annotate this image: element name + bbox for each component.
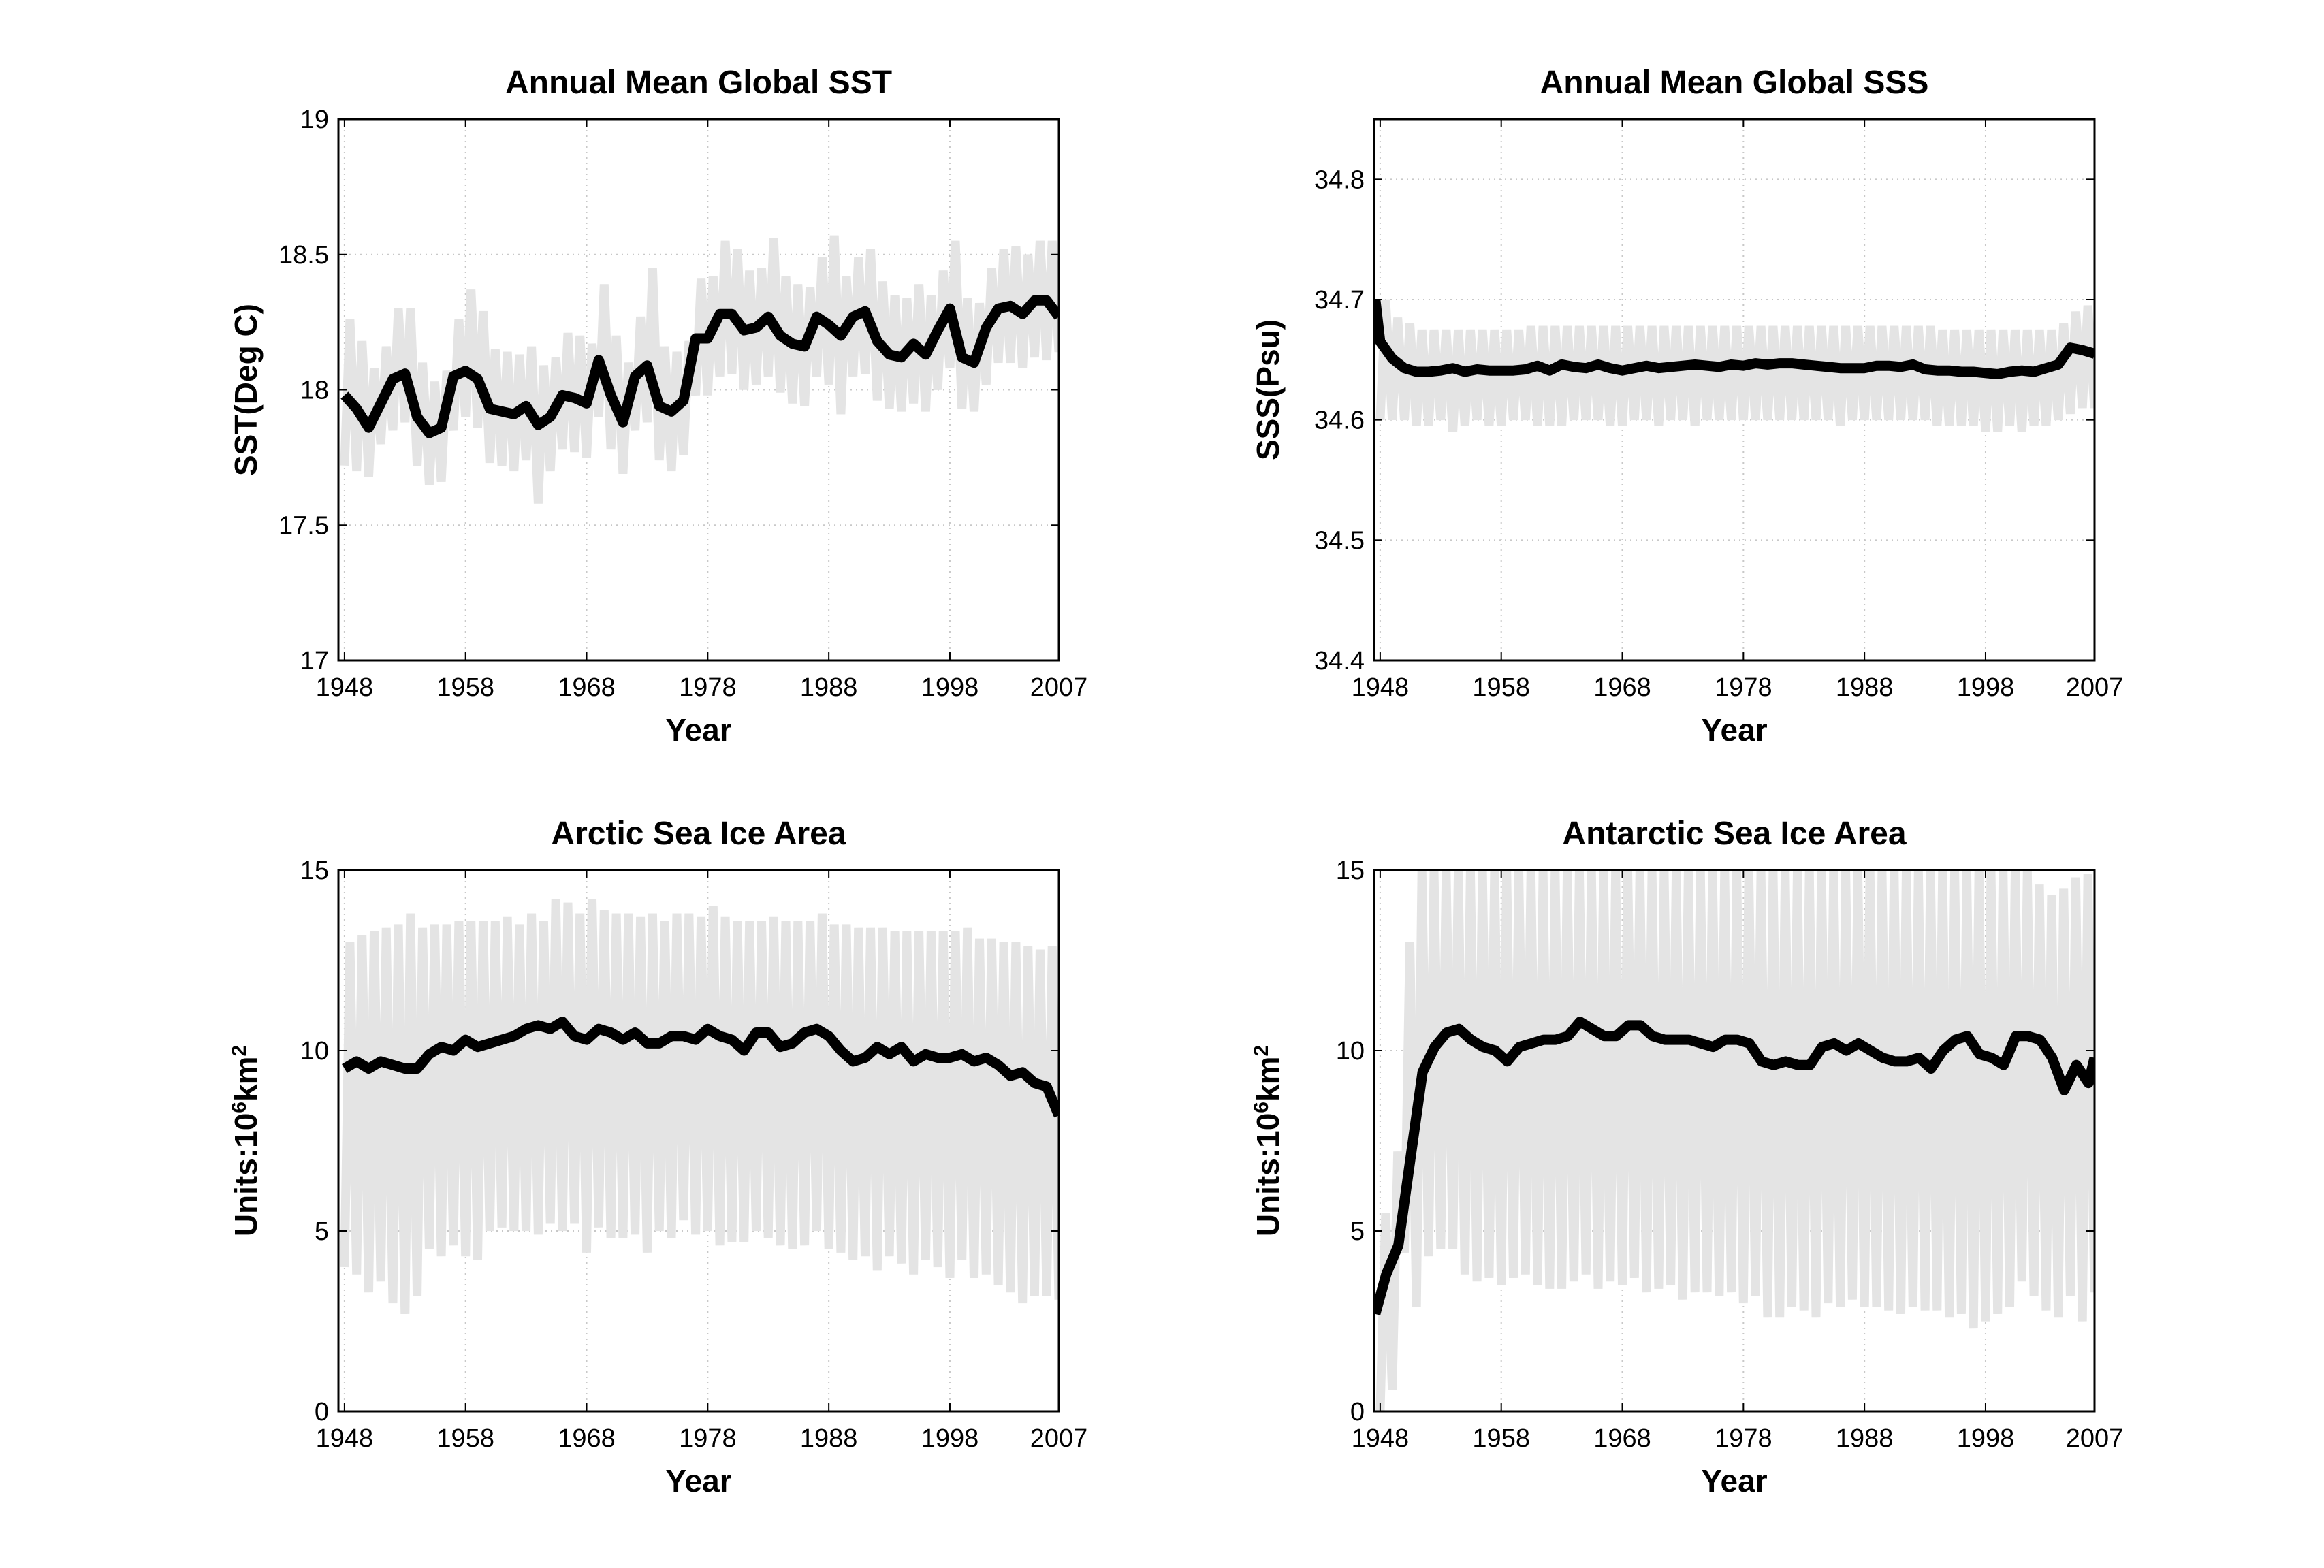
chart-panel-4: 1948 1958 1968 1978 1988 1998 2007 0 5 10 15 Antarc… xyxy=(1250,816,2124,1499)
x-tick-label: 1958 xyxy=(436,1424,494,1453)
x-tick-label: 1958 xyxy=(1472,1424,1530,1453)
x-tick-label: 1988 xyxy=(1836,673,1894,702)
x-axis-label: Year xyxy=(1701,712,1767,748)
x-tick-label: 1978 xyxy=(679,673,737,702)
x-tick-label: 2007 xyxy=(1030,1424,1088,1453)
y-axis-label: Units:106km2 xyxy=(1250,1045,1286,1236)
x-tick-label: 1968 xyxy=(558,1424,616,1453)
x-tick-label: 1948 xyxy=(1352,673,1410,702)
y-tick-label: 0 xyxy=(1350,1398,1365,1426)
x-tick-label: 1998 xyxy=(1957,1424,2015,1453)
y-tick-label: 5 xyxy=(1350,1217,1365,1246)
chart-title: Annual Mean Global SSS xyxy=(1540,65,1929,101)
chart-title: Arctic Sea Ice Area xyxy=(551,816,846,852)
y-tick-label: 10 xyxy=(1336,1037,1365,1066)
axes-box xyxy=(337,869,1060,1413)
y-tick-label: 34.4 xyxy=(1314,647,1365,675)
y-tick-label: 34.7 xyxy=(1314,286,1365,315)
y-tick-label: 15 xyxy=(1336,857,1365,885)
chart-panel-3: 1948 1958 1968 1978 1988 1998 2007 0 5 10 15 Arctic… xyxy=(228,816,1088,1499)
x-axis-label: Year xyxy=(665,1463,731,1499)
y-tick-label: 18.5 xyxy=(278,241,329,270)
chart-panel-1: 1948 1958 1968 1978 1988 1998 2007 17 17.5 18 18.5… xyxy=(228,65,1087,748)
x-tick-label: 1968 xyxy=(1593,673,1651,702)
chart-title: Antarctic Sea Ice Area xyxy=(1562,816,1906,852)
x-tick-label: 1998 xyxy=(1957,673,2015,702)
x-tick-label: 1988 xyxy=(1836,1424,1894,1453)
y-axis-label: SST(Deg C) xyxy=(228,304,264,476)
y-tick-label: 5 xyxy=(315,1217,329,1246)
axes-box xyxy=(1373,869,2096,1413)
x-tick-label: 1958 xyxy=(436,673,494,702)
x-tick-label: 1968 xyxy=(1593,1424,1651,1453)
x-tick-label: 1968 xyxy=(558,673,616,702)
monthly-range-series xyxy=(1375,870,2095,1411)
y-tick-label: 17 xyxy=(300,647,329,675)
y-tick-label: 34.5 xyxy=(1314,526,1365,555)
y-tick-label: 17.5 xyxy=(278,511,329,540)
data-layer xyxy=(340,235,1059,504)
x-axis-label: Year xyxy=(1701,1463,1767,1499)
x-tick-label: 1948 xyxy=(1352,1424,1410,1453)
y-tick-label: 19 xyxy=(300,106,329,134)
x-axis-label: Year xyxy=(665,712,731,748)
annual-mean-series xyxy=(1374,299,2095,379)
x-tick-label: 2007 xyxy=(1030,673,1088,702)
monthly-range-series xyxy=(1375,299,2095,432)
y-tick-label: 0 xyxy=(315,1398,329,1426)
chart-title: Annual Mean Global SST xyxy=(505,65,892,101)
x-tick-label: 1998 xyxy=(921,1424,979,1453)
y-axis-label: Units:106km2 xyxy=(228,1045,264,1236)
data-layer xyxy=(1374,870,2095,1411)
monthly-range-series xyxy=(340,899,1059,1315)
annual-mean-series xyxy=(1374,1017,2095,1315)
annual-mean-series xyxy=(340,295,1059,438)
annual-mean-series xyxy=(342,1017,1059,1118)
x-tick-label: 1978 xyxy=(1715,673,1772,702)
data-layer xyxy=(1374,299,2095,432)
x-tick-label: 1948 xyxy=(316,673,374,702)
monthly-range-series xyxy=(340,235,1059,504)
x-tick-label: 2007 xyxy=(2066,673,2124,702)
y-tick-label: 18 xyxy=(300,377,329,405)
x-tick-label: 1978 xyxy=(1715,1424,1772,1453)
axes-box xyxy=(1373,118,2096,662)
x-tick-label: 1978 xyxy=(679,1424,737,1453)
x-tick-label: 1958 xyxy=(1472,673,1530,702)
x-tick-label: 1988 xyxy=(800,1424,858,1453)
x-tick-label: 1988 xyxy=(800,673,858,702)
chart-panel-2: 1948 1958 1968 1978 1988 1998 2007 34.4 34.5 34.6… xyxy=(1250,65,2123,748)
x-tick-label: 2007 xyxy=(2066,1424,2124,1453)
x-tick-label: 1948 xyxy=(316,1424,374,1453)
y-tick-label: 34.8 xyxy=(1314,165,1365,194)
y-tick-label: 15 xyxy=(300,857,329,885)
x-tick-label: 1998 xyxy=(921,673,979,702)
y-axis-label: SSS(Psu) xyxy=(1250,319,1286,460)
y-tick-label: 34.6 xyxy=(1314,406,1365,435)
y-tick-label: 10 xyxy=(300,1037,329,1066)
data-layer xyxy=(340,899,1059,1315)
